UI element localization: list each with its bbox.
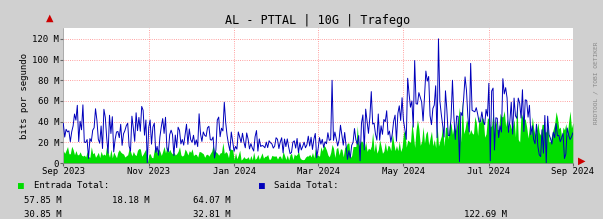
Text: 18.18 M: 18.18 M [112, 196, 149, 205]
Text: Entrada Total:: Entrada Total: [34, 181, 110, 190]
Text: 30.85 M: 30.85 M [24, 210, 62, 219]
Text: RRDTOOL / TOBI OETIKER: RRDTOOL / TOBI OETIKER [594, 42, 599, 124]
Title: AL - PTTAL | 10G | Trafego: AL - PTTAL | 10G | Trafego [226, 14, 411, 27]
Text: Saida Total:: Saida Total: [274, 181, 339, 190]
Text: ▲: ▲ [46, 13, 53, 23]
Text: ■: ■ [259, 181, 265, 191]
Text: 57.85 M: 57.85 M [24, 196, 62, 205]
Text: ■: ■ [18, 181, 24, 191]
Text: 64.07 M: 64.07 M [193, 196, 230, 205]
Text: 32.81 M: 32.81 M [193, 210, 230, 219]
Text: ▶: ▶ [578, 156, 585, 166]
Y-axis label: bits por segundo: bits por segundo [21, 53, 30, 139]
Text: 122.69 M: 122.69 M [464, 210, 507, 219]
